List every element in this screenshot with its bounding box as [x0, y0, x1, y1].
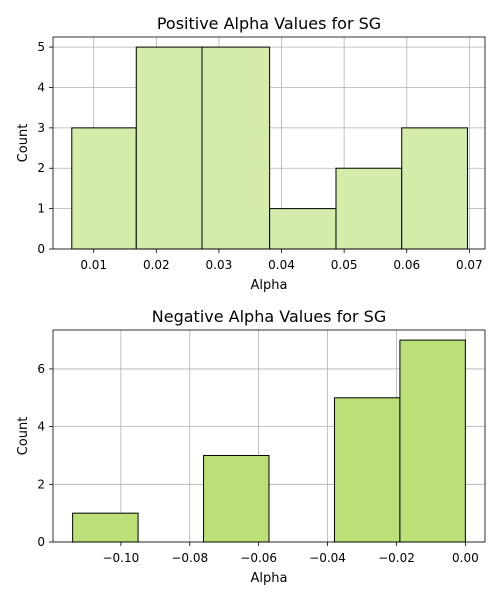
histogram-bar	[335, 167, 403, 250]
histogram-bar	[71, 127, 137, 250]
y-tick-label: 2	[37, 477, 45, 491]
y-axis-label: Count	[16, 124, 31, 163]
y-tick-label: 1	[37, 202, 45, 216]
axes-frame	[52, 329, 486, 543]
x-tick-label: 0.07	[456, 258, 483, 272]
y-tick-label: 4	[37, 80, 45, 94]
x-tick-label: 0.04	[268, 258, 295, 272]
x-tick-label: −0.08	[171, 551, 208, 565]
x-tick-label: −0.10	[102, 551, 139, 565]
x-tick-label: 0.06	[393, 258, 420, 272]
y-tick-label: 0	[37, 535, 45, 549]
histogram-bar	[333, 397, 401, 543]
chart-title: Positive Alpha Values for SG	[157, 14, 381, 33]
x-tick-label: 0.03	[206, 258, 233, 272]
chart-2: −0.10 −0.08 −0.06 −0.04 −0.02 0.00 0 2 4 6 Negativ…	[16, 307, 486, 586]
axes-frame	[52, 36, 486, 250]
y-tick-label: 4	[37, 420, 45, 434]
x-tick-label: −0.02	[378, 551, 415, 565]
x-axis-label: Alpha	[251, 571, 288, 586]
chart-1: 0.01 0.02 0.03 0.04 0.05 0.06 0.07 0 1 2 3 4 5 Positi…	[16, 14, 486, 293]
x-tick-label: 0.05	[331, 258, 358, 272]
histogram-bar	[72, 512, 139, 543]
x-tick-label: 0.00	[452, 551, 479, 565]
x-tick-label: 0.01	[80, 258, 107, 272]
histogram-bar	[135, 46, 203, 250]
chart-title: Negative Alpha Values for SG	[152, 307, 386, 326]
histogram-bar	[401, 127, 468, 250]
x-tick-label: −0.04	[309, 551, 346, 565]
x-tick-label: −0.06	[240, 551, 277, 565]
histogram-bar	[269, 208, 337, 250]
x-tick-label: 0.02	[143, 258, 170, 272]
y-tick-label: 0	[37, 242, 45, 256]
histogram-bar	[203, 454, 270, 543]
y-tick-label: 6	[37, 362, 45, 376]
x-axis-label: Alpha	[251, 278, 288, 293]
histogram-bar	[201, 46, 271, 250]
y-axis-label: Count	[16, 417, 31, 456]
y-tick-label: 3	[37, 121, 45, 135]
y-tick-label: 2	[37, 161, 45, 175]
histogram-bar	[399, 339, 466, 543]
y-tick-label: 5	[37, 40, 45, 54]
